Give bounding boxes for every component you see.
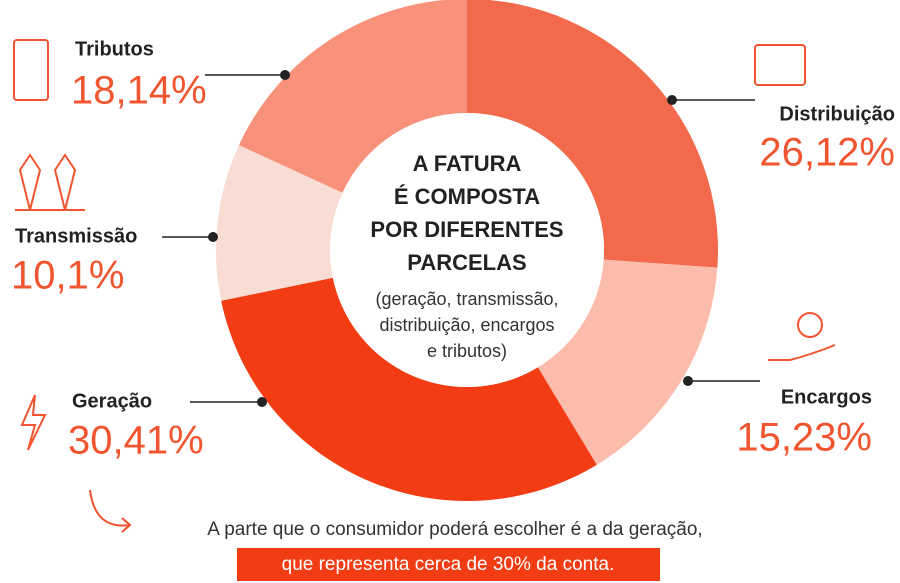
center-title: É COMPOSTA — [394, 184, 540, 209]
slice — [238, 0, 467, 193]
slice — [467, 0, 718, 268]
slice — [537, 259, 718, 465]
leader-dot — [257, 397, 267, 407]
footer-line1: A parte que o consumidor poderá escolher… — [207, 519, 702, 540]
geracao-icon — [20, 394, 47, 451]
center-subtitle: distribuição, encargos — [379, 315, 554, 335]
slice-value: 15,23% — [736, 416, 872, 460]
leader-dot — [667, 95, 677, 105]
slice-value: 10,1% — [11, 254, 124, 298]
slice-value: 30,41% — [68, 419, 204, 463]
slice-name: Distribuição — [779, 103, 895, 125]
center-subtitle: e tributos) — [427, 341, 507, 361]
distribuicao-icon — [754, 44, 806, 86]
center-title: A FATURA — [413, 151, 522, 176]
leader-dot — [208, 232, 218, 242]
slice-name: Transmissão — [15, 225, 137, 247]
center-text: A FATURA É COMPOSTA POR DIFERENTES PARCELAS… — [370, 151, 563, 361]
slice — [221, 277, 597, 502]
donut-hole — [330, 113, 604, 387]
encargos-hand — [768, 344, 836, 361]
slice — [215, 145, 343, 301]
leader-dot — [683, 376, 693, 386]
slice-labels: Distribuição 26,12% Encargos 15,23% Geração 3… — [11, 38, 895, 462]
slice-name: Tributos — [75, 38, 154, 60]
icons — [13, 39, 836, 533]
slice-value: 18,14% — [71, 69, 207, 113]
footer-arrow — [89, 489, 132, 533]
leader-dot — [280, 70, 290, 80]
donut — [215, 0, 718, 502]
slice-name: Geração — [72, 390, 152, 412]
encargos-icon — [797, 312, 823, 338]
slice-name: Encargos — [781, 386, 872, 408]
footer-line2: que representa cerca de 30% da conta. — [282, 554, 615, 575]
footer-highlight — [237, 548, 660, 581]
center-title: POR DIFERENTES — [370, 217, 563, 242]
transmissao-icon — [15, 153, 85, 211]
slice-value: 26,12% — [759, 131, 895, 175]
center-title: PARCELAS — [407, 250, 526, 275]
tributos-icon — [13, 39, 49, 101]
center-subtitle: (geração, transmissão, — [375, 289, 558, 309]
